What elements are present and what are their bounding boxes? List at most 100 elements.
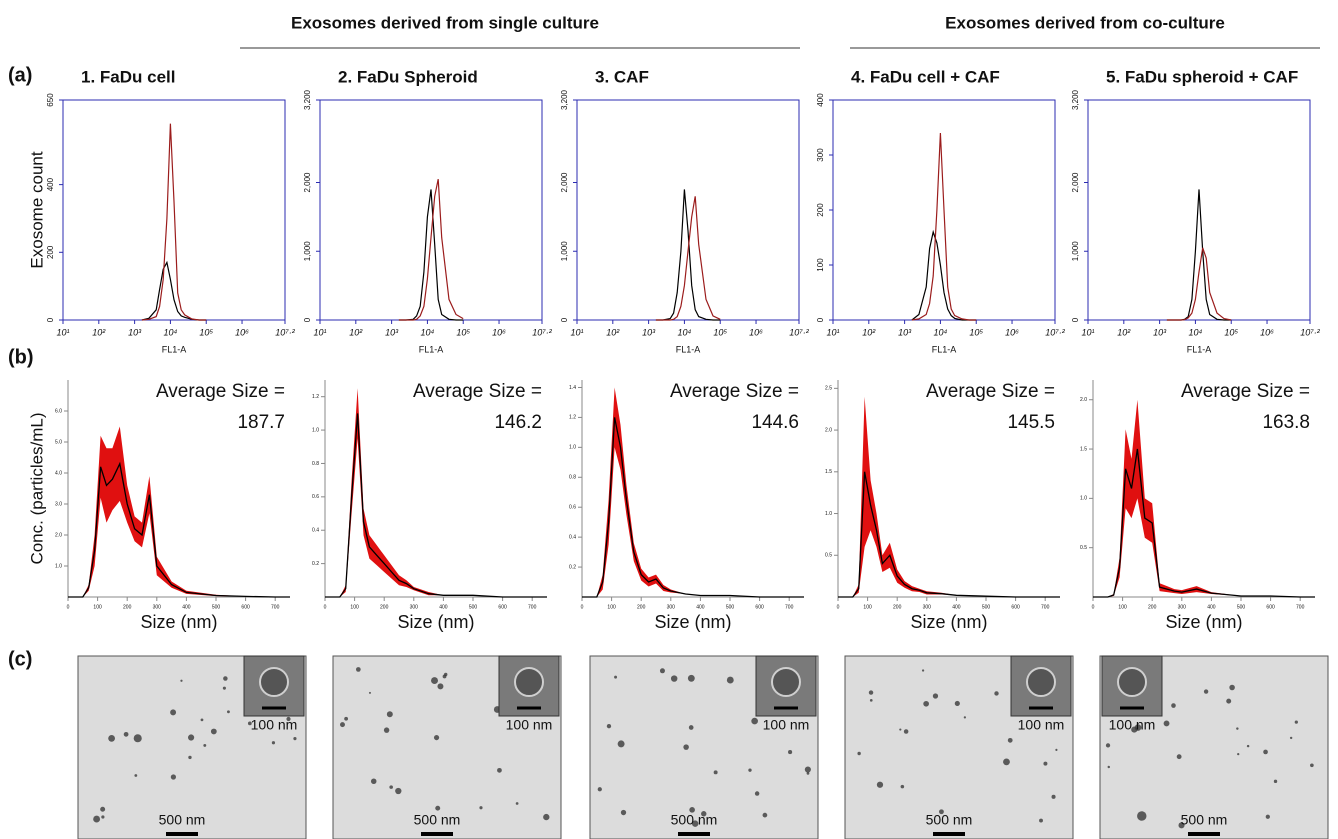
vesicle xyxy=(200,718,204,722)
vesicle xyxy=(340,722,345,728)
annotation-label: Average Size = xyxy=(926,381,1055,402)
y-tick-label: 1.5 xyxy=(825,469,832,475)
vesicle xyxy=(804,766,811,773)
x-tick-label: 10² xyxy=(862,327,876,337)
vesicle xyxy=(344,716,349,721)
inset-vesicle xyxy=(259,667,289,697)
vesicle xyxy=(1163,720,1170,727)
y-tick-label: 5.0 xyxy=(55,439,62,445)
x-tick-label: 200 xyxy=(123,604,132,610)
y-tick-label: 2.0 xyxy=(825,427,832,433)
vesicle xyxy=(994,691,999,696)
panel-title: 2. FaDu Spheroid xyxy=(338,67,478,86)
vesicle xyxy=(899,728,902,731)
x-tick-label: 10⁴ xyxy=(420,327,434,337)
vesicle xyxy=(726,676,734,684)
vesicle xyxy=(939,809,944,815)
vesicle xyxy=(683,744,689,750)
x-tick-label: 600 xyxy=(755,604,764,610)
x-tick-label: 700 xyxy=(785,604,794,610)
x-tick-label: 10² xyxy=(92,327,106,337)
vesicle xyxy=(223,676,228,681)
x-axis-label: Size (nm) xyxy=(1165,612,1242,632)
vesicle xyxy=(170,774,177,780)
x-tick-label: 500 xyxy=(469,604,478,610)
x-tick-label: 200 xyxy=(893,604,902,610)
y-tick-label: 1.5 xyxy=(1080,446,1087,452)
panel-title: 5. FaDu spheroid + CAF xyxy=(1106,67,1298,86)
x-tick-label: 10² xyxy=(349,327,363,337)
vesicle xyxy=(170,709,177,716)
y-tick-label: 1.2 xyxy=(569,415,576,421)
y-tick-label: 1.0 xyxy=(825,511,832,517)
y-tick-label: 3.0 xyxy=(55,501,62,507)
x-tick-label: 200 xyxy=(1148,604,1157,610)
scale-label: 500 nm xyxy=(1181,812,1228,828)
vesicle xyxy=(1171,703,1176,708)
group-header: Exosomes derived from co-culture xyxy=(945,13,1225,32)
vesicle xyxy=(134,774,138,777)
x-tick-label: 10³ xyxy=(1153,327,1167,337)
vesicle xyxy=(101,815,105,819)
concentration-line xyxy=(838,471,1060,598)
vesicle xyxy=(857,751,861,756)
x-axis-label: FL1-A xyxy=(1187,344,1212,354)
vesicle xyxy=(597,787,602,792)
x-tick-label: 10⁴ xyxy=(677,327,691,337)
x-axis-label: Size (nm) xyxy=(397,612,474,632)
vesicle xyxy=(293,737,297,741)
x-tick-label: 10⁷·² xyxy=(275,327,295,337)
y-tick-label: 0 xyxy=(46,317,55,322)
vesicle xyxy=(1273,779,1278,784)
annotation-label: Average Size = xyxy=(1181,381,1310,402)
y-tick-label: 0.2 xyxy=(312,561,319,567)
y-tick-label: 1.0 xyxy=(1080,496,1087,502)
x-tick-label: 10¹ xyxy=(1081,327,1094,337)
x-tick-label: 10⁶ xyxy=(492,327,506,337)
x-tick-label: 0 xyxy=(324,604,327,610)
y-tick-label: 2.0 xyxy=(55,532,62,538)
x-tick-label: 600 xyxy=(241,604,250,610)
x-tick-label: 10³ xyxy=(898,327,912,337)
vesicle xyxy=(1203,689,1209,694)
annotation-label: Average Size = xyxy=(670,381,799,402)
row-label: (c) xyxy=(8,648,32,670)
vesicle xyxy=(368,691,371,694)
vesicle xyxy=(1176,754,1182,760)
x-tick-label: 10⁴ xyxy=(163,327,177,337)
y-tick-label: 1.4 xyxy=(569,385,576,391)
vesicle xyxy=(1105,743,1111,748)
inset-scale-label: 100 nm xyxy=(251,717,298,733)
y-tick-label: 2,000 xyxy=(303,172,312,193)
vesicle xyxy=(203,743,207,747)
vesicle xyxy=(701,811,707,817)
histogram-line xyxy=(398,189,464,321)
y-tick-label: 1,000 xyxy=(560,241,569,262)
x-tick-label: 700 xyxy=(1296,604,1305,610)
vesicle xyxy=(1265,814,1270,819)
x-tick-label: 10³ xyxy=(642,327,656,337)
x-tick-label: 500 xyxy=(982,604,991,610)
x-tick-label: 0 xyxy=(67,604,70,610)
histogram-line xyxy=(911,132,977,321)
group-header: Exosomes derived from single culture xyxy=(291,13,599,32)
plot-frame xyxy=(319,99,543,321)
x-tick-label: 10³ xyxy=(385,327,399,337)
vesicle xyxy=(617,740,625,748)
x-tick-label: 100 xyxy=(607,604,616,610)
vesicle xyxy=(670,675,678,682)
x-tick-label: 100 xyxy=(863,604,872,610)
y-tick-label: 4.0 xyxy=(55,470,62,476)
x-tick-label: 300 xyxy=(923,604,932,610)
vesicle xyxy=(954,700,960,707)
vesicle xyxy=(247,721,252,726)
vesicle xyxy=(515,802,519,805)
x-tick-label: 400 xyxy=(439,604,448,610)
error-band xyxy=(582,387,804,597)
x-axis-label: Size (nm) xyxy=(140,612,217,632)
annotation-value: 145.5 xyxy=(1007,412,1055,433)
y-tick-label: 0.8 xyxy=(569,475,576,481)
y-tick-label: 0 xyxy=(303,317,312,322)
vesicle xyxy=(433,735,440,741)
